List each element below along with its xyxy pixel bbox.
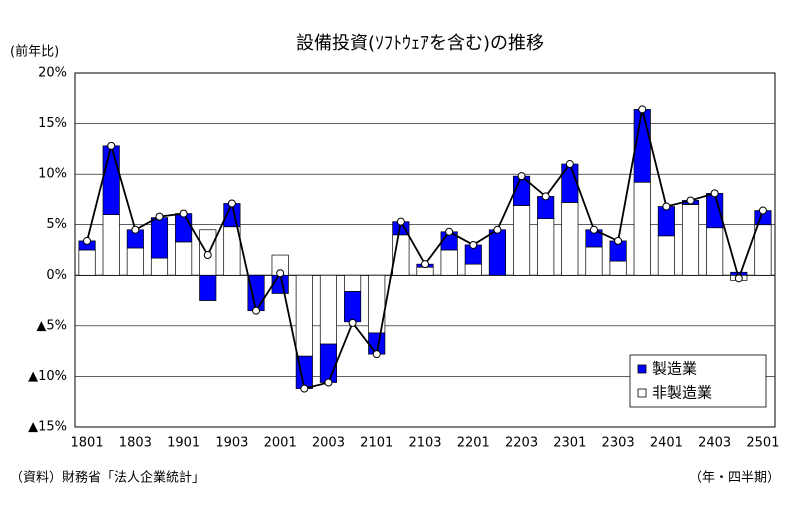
total-marker <box>252 306 261 315</box>
x-tick-label: 2401 <box>650 436 683 451</box>
x-tick-label: 2103 <box>408 436 441 451</box>
y-axis-label: (前年比) <box>10 44 59 60</box>
bar-segment <box>440 249 458 276</box>
total-marker <box>107 141 116 150</box>
total-marker <box>372 350 381 359</box>
total-marker <box>324 378 333 387</box>
x-axis-label: （年・四半期） <box>689 471 780 486</box>
total-marker <box>348 318 357 327</box>
x-tick-label: 2403 <box>698 436 731 451</box>
x-tick-label: 2301 <box>553 436 586 451</box>
source: （資料）財務省「法人企業統計」 <box>10 470 205 486</box>
total-marker <box>517 172 526 181</box>
bar-segment <box>295 274 313 357</box>
x-tick-label: 2501 <box>746 436 779 451</box>
bar-segment <box>319 274 338 345</box>
bar-segment <box>657 206 675 237</box>
total-marker <box>710 189 719 198</box>
total-marker <box>445 227 454 236</box>
total-marker <box>469 240 478 249</box>
total-marker <box>155 212 164 221</box>
plot-frame <box>74 72 776 428</box>
total-marker <box>300 384 309 393</box>
x-tick-label: 1803 <box>119 436 152 451</box>
total-marker <box>734 274 743 283</box>
bar-segment <box>150 217 169 259</box>
x-tick-label: 2303 <box>602 436 635 451</box>
total-marker <box>638 105 647 114</box>
total-marker <box>493 225 502 234</box>
x-tick-label: 2201 <box>457 436 490 451</box>
bar-segment <box>633 181 651 276</box>
bar-segment <box>754 224 772 276</box>
y-tick-label: ▲10% <box>28 369 67 384</box>
x-tick-label: 2003 <box>312 436 345 451</box>
bar-segment <box>344 291 362 323</box>
y-tick-label: 15% <box>38 116 67 131</box>
legend-label: 製造業 <box>652 360 697 378</box>
y-tick-label: 5% <box>46 217 67 232</box>
x-tick-label: 2001 <box>264 436 297 451</box>
y-tick-label: 20% <box>38 66 67 81</box>
bar-segment <box>416 266 434 276</box>
legend-label: 非製造業 <box>652 384 712 402</box>
total-marker <box>758 206 767 215</box>
x-tick-label: 1801 <box>71 436 104 451</box>
bar-segment <box>344 274 362 292</box>
total-marker <box>662 202 671 211</box>
bar-segment <box>199 274 217 301</box>
total-marker <box>541 192 550 201</box>
bar-segment <box>175 241 193 276</box>
y-tick-label: ▲5% <box>36 318 67 333</box>
bar-segment <box>609 260 627 276</box>
y-tick-label: 10% <box>38 167 67 182</box>
bar-segment <box>247 274 265 312</box>
total-marker <box>83 236 92 245</box>
y-tick-label: ▲15% <box>28 420 67 435</box>
legend-box <box>629 354 767 408</box>
total-marker <box>565 160 574 169</box>
legend-swatch <box>637 364 647 374</box>
total-marker <box>131 225 140 234</box>
y-tick-label: 0% <box>46 268 67 283</box>
bar-segment <box>175 213 193 243</box>
total-marker <box>421 260 429 269</box>
total-marker <box>203 251 212 260</box>
chart-title: 設備投資(ｿﾌﾄｳｪｱを含む)の推移 <box>296 33 544 54</box>
total-marker <box>589 225 598 234</box>
bar-segment <box>78 249 96 276</box>
x-tick-label: 1903 <box>215 436 248 451</box>
bar-segment <box>561 163 579 203</box>
total-marker <box>227 199 236 208</box>
total-marker <box>686 196 695 205</box>
bar-segment <box>464 263 482 276</box>
total-marker <box>179 209 188 218</box>
bar-segment <box>319 343 338 383</box>
x-tick-label: 2203 <box>505 436 538 451</box>
x-tick-label: 1901 <box>167 436 200 451</box>
bar-segment <box>681 204 700 276</box>
total-marker <box>614 236 623 245</box>
total-marker <box>276 269 285 278</box>
bar-segment <box>223 226 241 276</box>
bar-segment <box>126 247 144 276</box>
bar-segment <box>657 235 675 276</box>
bar-segment <box>102 214 120 276</box>
bar-segment <box>633 109 651 183</box>
bar-segment <box>706 227 724 276</box>
bar-segment <box>102 145 120 215</box>
bar-segment <box>585 246 603 276</box>
bar-segment <box>488 229 506 276</box>
bar-segment <box>150 257 169 276</box>
total-marker <box>396 217 405 226</box>
bar-segment <box>537 218 555 276</box>
bar-segment <box>512 205 531 276</box>
bar-segment <box>271 274 289 294</box>
legend-swatch <box>637 388 647 398</box>
x-tick-label: 2101 <box>360 436 393 451</box>
bar-segment <box>561 202 579 276</box>
